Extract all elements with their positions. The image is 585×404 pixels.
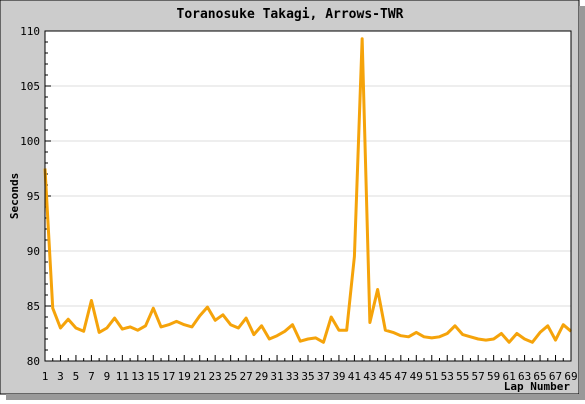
x-tick-label: 23 (209, 370, 222, 383)
grid-lines (45, 85, 571, 307)
x-tick-label: 5 (73, 370, 80, 383)
x-tick-label: 55 (456, 370, 469, 383)
shadow-right (579, 6, 585, 400)
x-tick-label: 63 (518, 370, 531, 383)
x-tick-label: 39 (332, 370, 345, 383)
y-tick-label: 100 (20, 135, 40, 148)
x-tick-label: 69 (564, 370, 577, 383)
x-tick-labels: 1 3 5 7 9 11 13 15 17 19 21 23 25 27 29 31 33 35 37 39 41 43 4… (42, 370, 578, 383)
y-tick-label: 90 (27, 245, 40, 258)
x-tick-label: 3 (57, 370, 64, 383)
y-tick-label: 85 (27, 300, 40, 313)
x-tick-label: 21 (193, 370, 206, 383)
x-tick-label: 67 (549, 370, 562, 383)
x-tick-label: 59 (487, 370, 500, 383)
y-tick-label: 105 (20, 80, 40, 93)
x-tick-label: 47 (394, 370, 407, 383)
x-tick-label: 15 (147, 370, 160, 383)
x-tick-label: 29 (255, 370, 268, 383)
x-tick-label: 37 (317, 370, 330, 383)
y-tick-labels: 80 85 90 95 100 105 110 (20, 25, 40, 368)
x-tick-label: 25 (224, 370, 237, 383)
x-tick-label: 57 (472, 370, 485, 383)
x-tick-label: 19 (178, 370, 191, 383)
x-tick-label: 35 (301, 370, 314, 383)
x-tick-label: 1 (42, 370, 49, 383)
x-tick-label: 61 (502, 370, 515, 383)
x-tick-label: 31 (270, 370, 283, 383)
x-axis-label: Lap Number (504, 380, 571, 393)
y-tick-label: 80 (27, 355, 40, 368)
shadow-bottom (6, 394, 585, 400)
y-tick-label: 95 (27, 190, 40, 203)
x-tick-label: 49 (410, 370, 423, 383)
x-tick-label: 17 (162, 370, 175, 383)
x-tick-label: 13 (131, 370, 144, 383)
x-tick-label: 33 (286, 370, 299, 383)
plot-border (44, 30, 572, 362)
x-tick-label: 41 (348, 370, 361, 383)
x-tick-label: 65 (533, 370, 546, 383)
chart-title: Toranosuke Takagi, Arrows-TWR (177, 7, 404, 22)
x-tick-label: 53 (441, 370, 454, 383)
y-tick-label: 110 (20, 25, 40, 38)
series-line (43, 37, 572, 344)
x-tick-label: 9 (104, 370, 111, 383)
x-tick-label: 45 (379, 370, 392, 383)
x-tick-label: 43 (363, 370, 376, 383)
x-tick-label: 51 (425, 370, 438, 383)
x-tick-label: 27 (239, 370, 252, 383)
x-tick-label: 7 (88, 370, 95, 383)
y-axis-label: Seconds (8, 173, 21, 219)
x-tick-label: 11 (116, 370, 129, 383)
